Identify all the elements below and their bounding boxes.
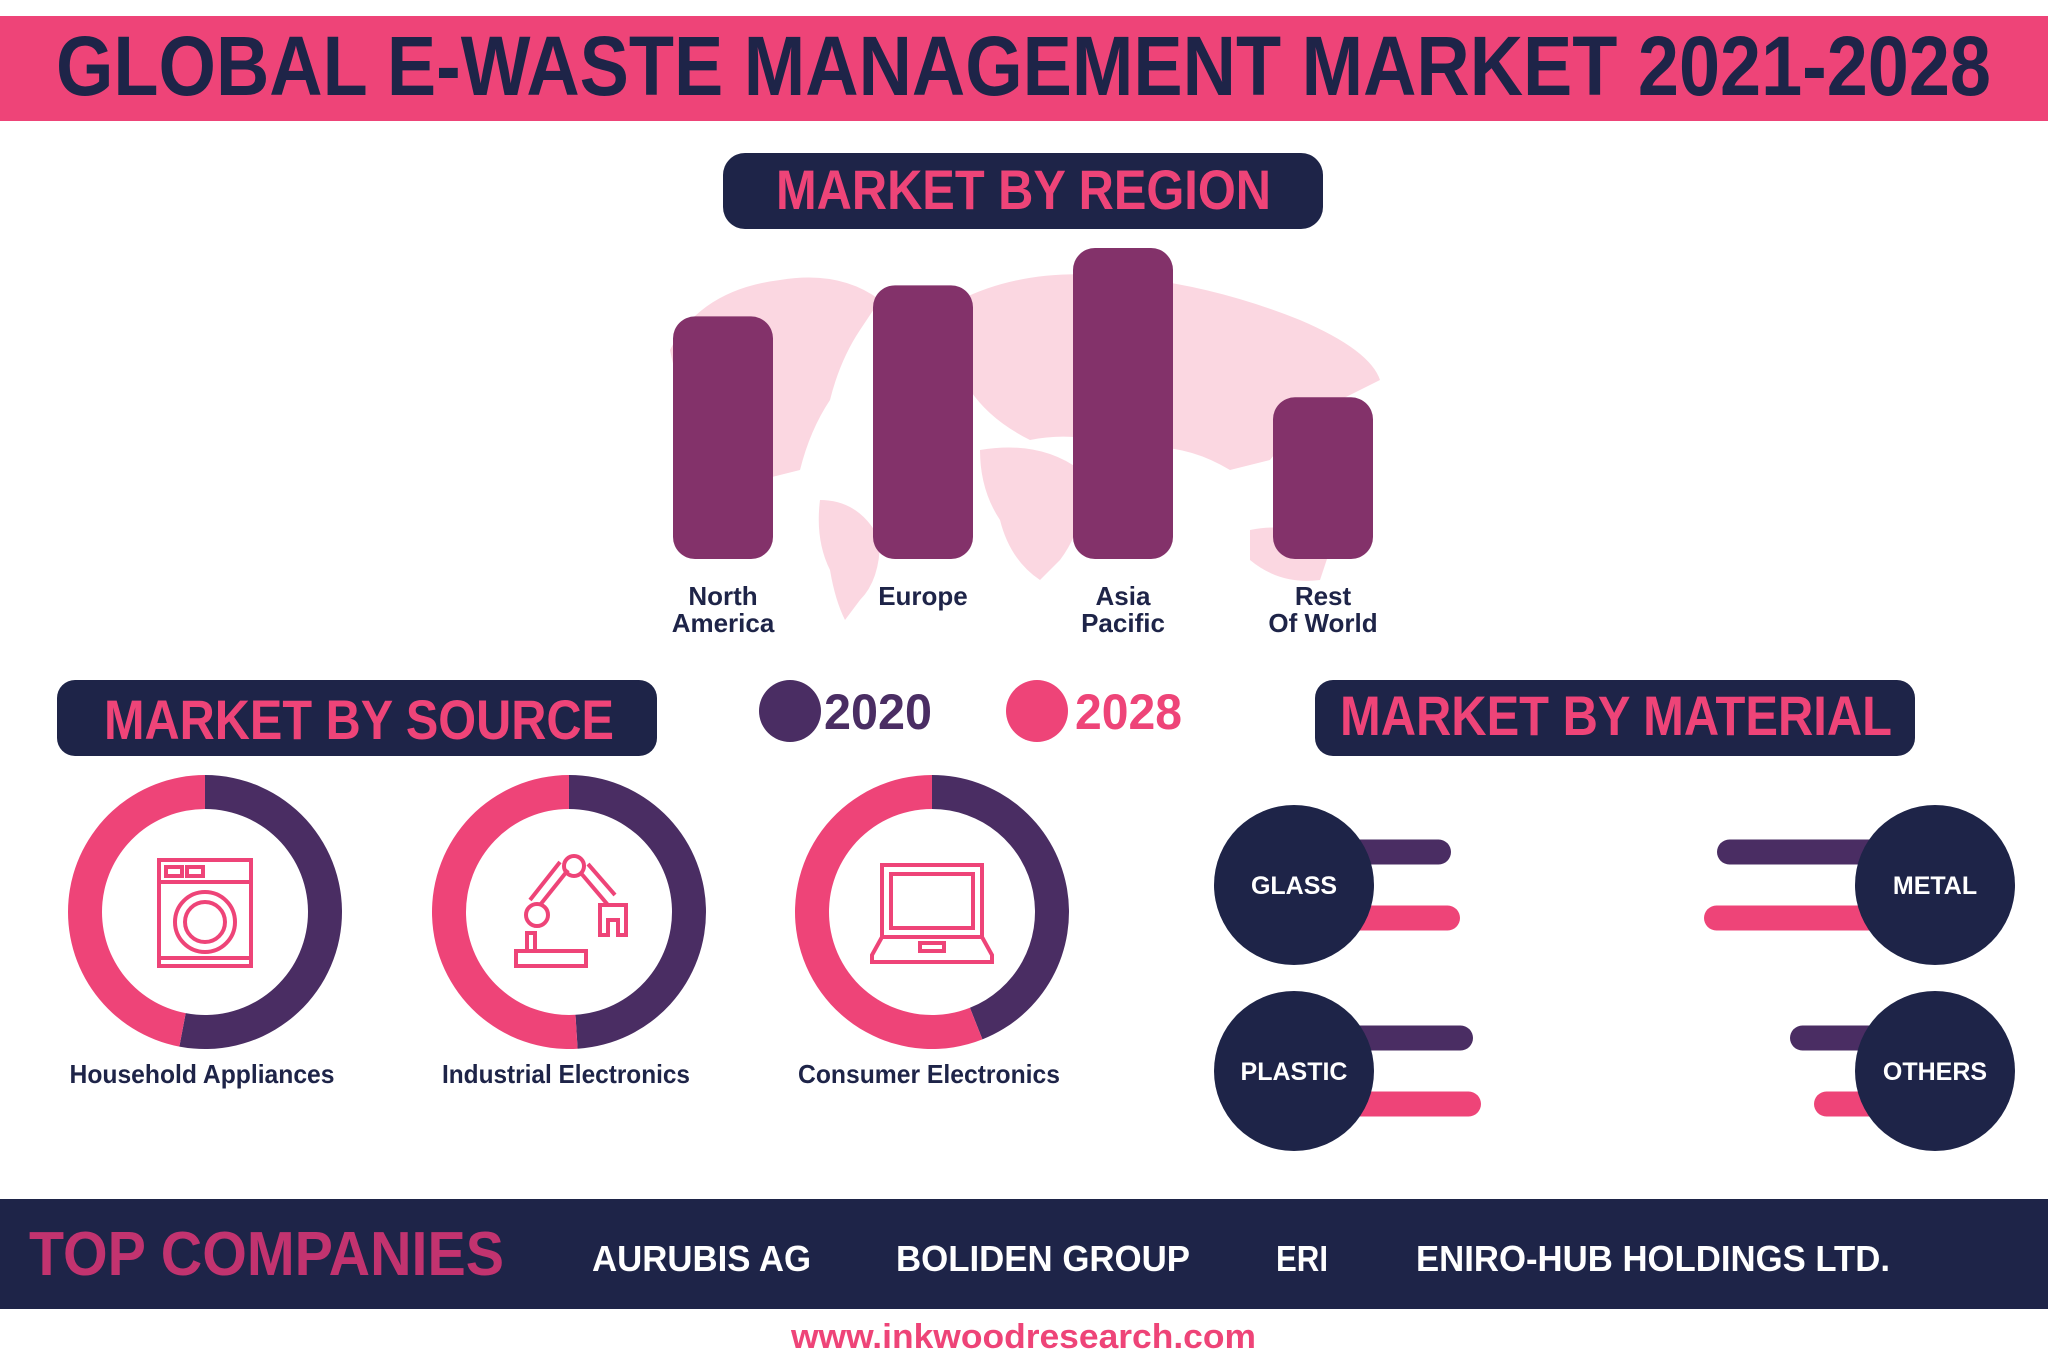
laptop-icon bbox=[870, 863, 994, 964]
material-chart: GLASS METAL PLASTIC OTHERS bbox=[1214, 805, 2015, 1151]
legend: 2020 2028 bbox=[759, 680, 1182, 742]
material-heading-pill bbox=[1315, 680, 1915, 756]
legend-swatch-2028 bbox=[1006, 680, 1068, 742]
donut-segment-2028 bbox=[431, 775, 578, 1049]
material-circle bbox=[1214, 991, 1374, 1151]
material-heading: MARKET BY MATERIAL bbox=[1340, 684, 1892, 747]
legend-label-2028: 2028 bbox=[1075, 684, 1182, 740]
source-label: Industrial Electronics bbox=[442, 1059, 690, 1089]
region-bar bbox=[873, 285, 973, 559]
website-link[interactable]: www.inkwoodresearch.com bbox=[790, 1318, 1256, 1356]
source-label: Consumer Electronics bbox=[798, 1059, 1060, 1089]
region-label: Pacific bbox=[1081, 608, 1165, 638]
washing-machine-icon bbox=[157, 858, 253, 968]
region-heading: MARKET BY REGION bbox=[776, 158, 1271, 221]
material-label: GLASS bbox=[1251, 872, 1337, 900]
region-bar bbox=[1273, 397, 1373, 559]
region-bar bbox=[1073, 248, 1173, 559]
source-heading: MARKET BY SOURCE bbox=[104, 688, 614, 751]
donut-segment-2020 bbox=[932, 775, 1069, 1040]
donut-segment-2020 bbox=[569, 775, 706, 1049]
material-label: METAL bbox=[1893, 872, 1977, 900]
company-name: ENIRO-HUB HOLDINGS LTD. bbox=[1416, 1238, 1890, 1279]
region-label: Asia bbox=[1096, 581, 1151, 611]
robotic-arm-icon bbox=[514, 854, 628, 968]
material-circle bbox=[1855, 991, 2015, 1151]
material-circle bbox=[1214, 805, 1374, 965]
region-label: Rest bbox=[1295, 581, 1352, 611]
donut-segment-2020 bbox=[179, 775, 342, 1049]
source-donut-charts: Household Appliances Industrial Electroni… bbox=[67, 775, 1069, 1089]
companies-heading: TOP COMPANIES bbox=[29, 1220, 504, 1289]
donut-segment-2028 bbox=[67, 775, 205, 1047]
region-label: North bbox=[688, 581, 757, 611]
header-band bbox=[0, 16, 2048, 121]
legend-label-2020: 2020 bbox=[824, 684, 932, 740]
legend-swatch-2020 bbox=[759, 680, 821, 742]
companies-band bbox=[0, 1199, 2048, 1309]
material-label: PLASTIC bbox=[1241, 1058, 1348, 1086]
page-title: GLOBAL E-WASTE MANAGEMENT MARKET 2021-20… bbox=[56, 19, 1991, 113]
region-label: Europe bbox=[878, 581, 968, 611]
region-heading-pill bbox=[723, 153, 1323, 229]
region-bar bbox=[673, 316, 773, 559]
source-heading-pill bbox=[57, 680, 657, 756]
region-label: Of World bbox=[1268, 608, 1377, 638]
source-label: Household Appliances bbox=[70, 1059, 335, 1089]
donut-segment-2028 bbox=[795, 775, 983, 1049]
material-label: OTHERS bbox=[1883, 1058, 1987, 1086]
company-name: BOLIDEN GROUP bbox=[896, 1238, 1190, 1279]
company-name: AURUBIS AG bbox=[592, 1238, 811, 1279]
region-label: America bbox=[672, 608, 775, 638]
company-name: ERI bbox=[1276, 1238, 1328, 1279]
material-circle bbox=[1855, 805, 2015, 965]
